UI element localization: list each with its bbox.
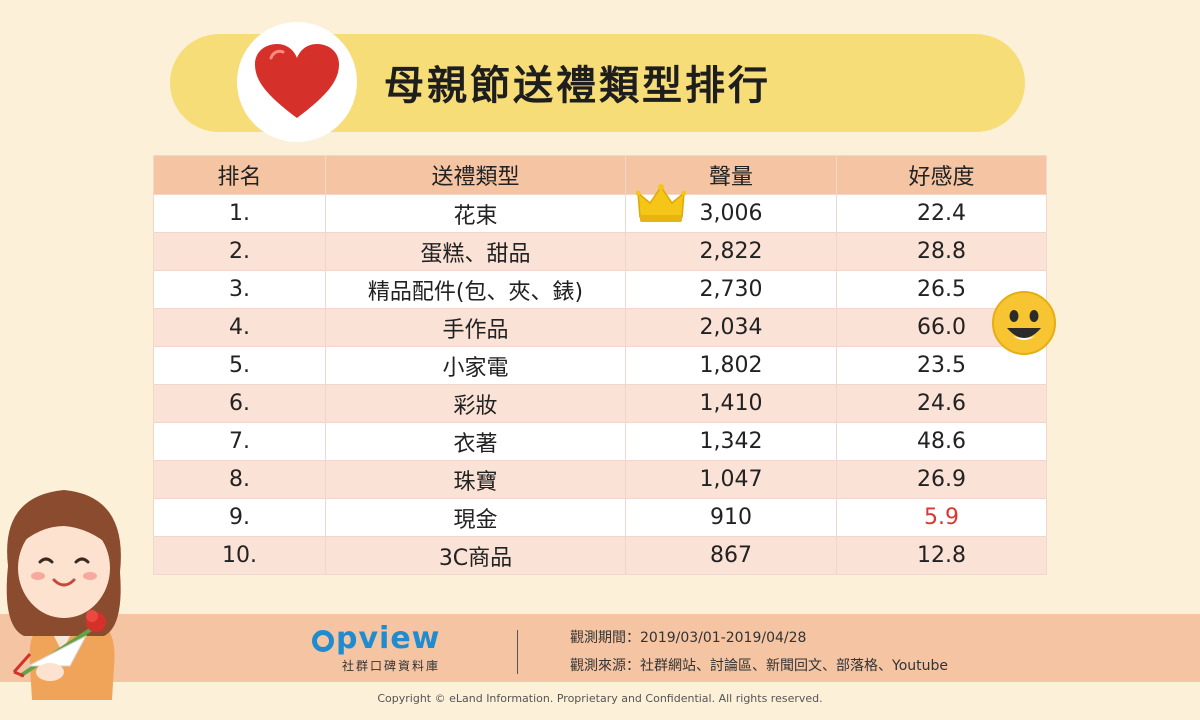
volume-cell: 1,802 — [625, 346, 837, 385]
crown-icon — [636, 184, 686, 222]
rank-cell: 3. — [153, 270, 326, 309]
footer-band — [0, 614, 1200, 682]
logo-o-icon — [312, 630, 334, 652]
favor-cell: 48.6 — [836, 422, 1047, 461]
favor-cell: 12.8 — [836, 536, 1047, 575]
table-row: 2. 蛋糕、甜品 2,822 28.8 — [153, 232, 1047, 271]
rank-cell: 5. — [153, 346, 326, 385]
opview-logo: pview — [312, 622, 472, 656]
header-type: 送禮類型 — [325, 155, 626, 195]
rank-cell: 8. — [153, 460, 326, 499]
type-cell: 衣著 — [325, 422, 626, 461]
table-row: 3. 精品配件(包、夾、錶) 2,730 26.5 — [153, 270, 1047, 309]
favor-cell: 28.8 — [836, 232, 1047, 271]
volume-cell: 1,342 — [625, 422, 837, 461]
table-row: 10. 3C商品 867 12.8 — [153, 536, 1047, 575]
favor-cell: 24.6 — [836, 384, 1047, 423]
brand-name: pview — [336, 621, 441, 656]
table-row: 7. 衣著 1,342 48.6 — [153, 422, 1047, 461]
volume-cell: 2,034 — [625, 308, 837, 347]
favor-cell: 26.9 — [836, 460, 1047, 499]
header-rank: 排名 — [153, 155, 326, 195]
favor-cell: 5.9 — [836, 498, 1047, 537]
table-row: 1. 花束 3,006 22.4 — [153, 194, 1047, 233]
table-row: 9. 現金 910 5.9 — [153, 498, 1047, 537]
volume-cell: 867 — [625, 536, 837, 575]
table-header-row: 排名 送禮類型 聲量 好感度 — [153, 155, 1047, 195]
rank-cell: 6. — [153, 384, 326, 423]
favor-cell: 23.5 — [836, 346, 1047, 385]
rank-cell: 1. — [153, 194, 326, 233]
type-cell: 彩妝 — [325, 384, 626, 423]
smiley-icon — [992, 291, 1056, 355]
rank-cell: 2. — [153, 232, 326, 271]
type-cell: 精品配件(包、夾、錶) — [325, 270, 626, 309]
volume-cell: 1,047 — [625, 460, 837, 499]
header-favor: 好感度 — [836, 155, 1047, 195]
volume-cell: 2,822 — [625, 232, 837, 271]
type-cell: 珠寶 — [325, 460, 626, 499]
type-cell: 花束 — [325, 194, 626, 233]
table-row: 8. 珠寶 1,047 26.9 — [153, 460, 1047, 499]
rank-cell: 9. — [153, 498, 326, 537]
header-volume: 聲量 — [625, 155, 837, 195]
ranking-table: 排名 送禮類型 聲量 好感度 1. 花束 3,006 22.4 2. 蛋糕、甜品… — [153, 155, 1047, 575]
volume-cell: 910 — [625, 498, 837, 537]
type-cell: 手作品 — [325, 308, 626, 347]
favor-cell: 22.4 — [836, 194, 1047, 233]
heart-icon — [255, 44, 339, 118]
heart-badge — [237, 22, 357, 142]
type-cell: 3C商品 — [325, 536, 626, 575]
footer-divider — [517, 630, 518, 674]
volume-cell: 1,410 — [625, 384, 837, 423]
volume-cell: 2,730 — [625, 270, 837, 309]
brand-logo: pview 社群口碑資料庫 — [312, 622, 472, 674]
rank-cell: 7. — [153, 422, 326, 461]
observation-sources: 觀測來源：社群網站、討論區、新聞回文、部落格、Youtube — [570, 658, 948, 674]
type-cell: 蛋糕、甜品 — [325, 232, 626, 271]
observation-period: 觀測期間：2019/03/01-2019/04/28 — [570, 630, 807, 646]
type-cell: 小家電 — [325, 346, 626, 385]
rank-cell: 10. — [153, 536, 326, 575]
page-title: 母親節送禮類型排行 — [384, 63, 771, 109]
type-cell: 現金 — [325, 498, 626, 537]
copyright-text: Copyright © eLand Information. Proprieta… — [377, 692, 823, 705]
table-row: 6. 彩妝 1,410 24.6 — [153, 384, 1047, 423]
table-row: 5. 小家電 1,802 23.5 — [153, 346, 1047, 385]
mother-with-flower-illustration — [6, 490, 121, 700]
table-row: 4. 手作品 2,034 66.0 — [153, 308, 1047, 347]
rank-cell: 4. — [153, 308, 326, 347]
brand-subtitle: 社群口碑資料庫 — [342, 659, 441, 673]
